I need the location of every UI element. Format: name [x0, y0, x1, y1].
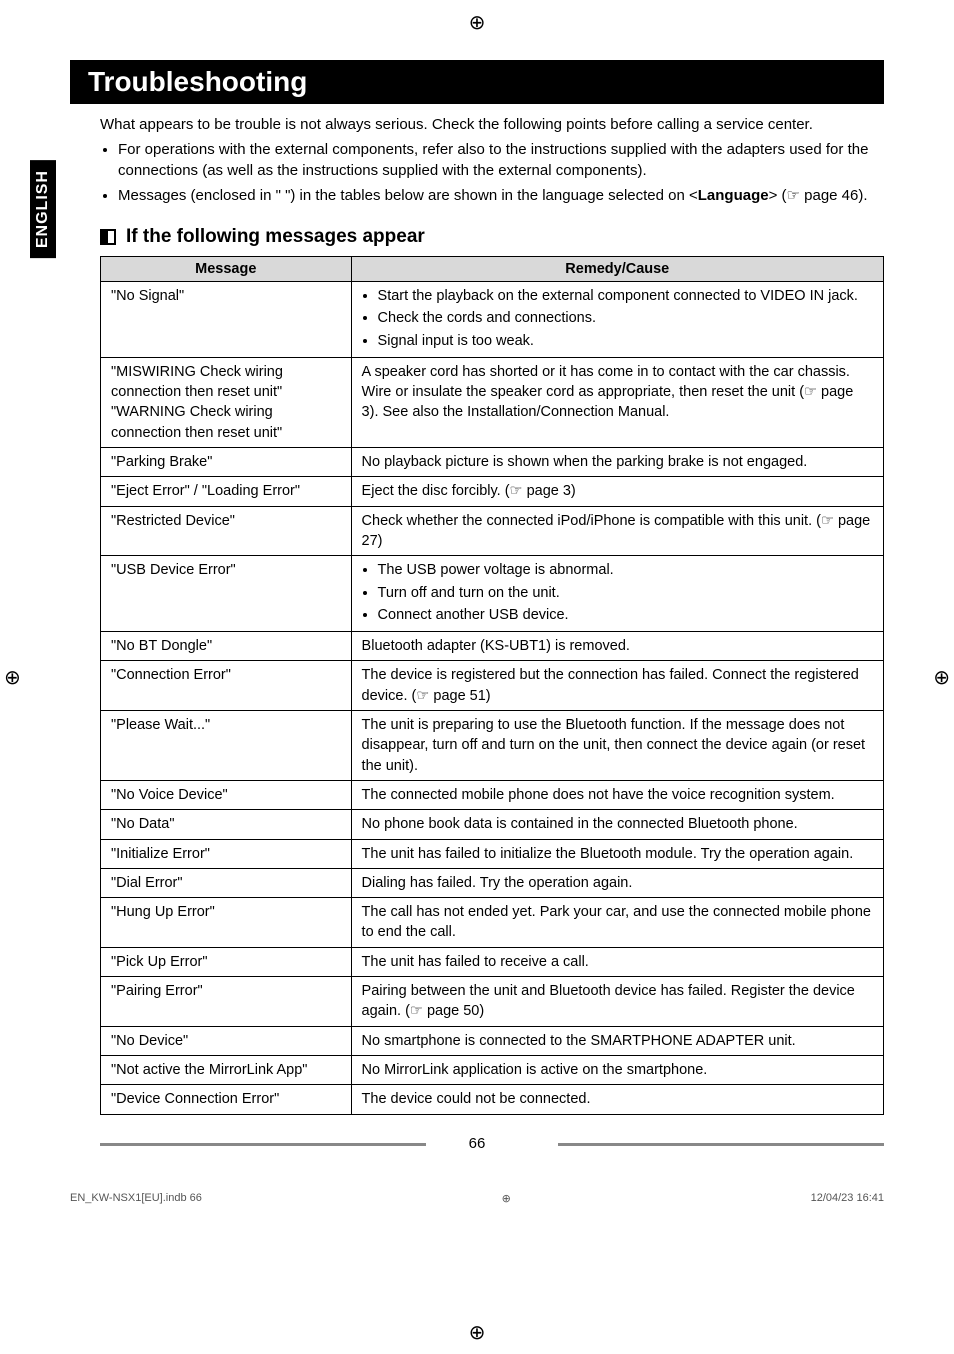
subhead-text: If the following messages appear [126, 226, 425, 248]
message-cell: "Initialize Error" [101, 839, 352, 868]
page-content: ENGLISH Troubleshooting What appears to … [0, 0, 954, 1182]
subsection-heading: If the following messages appear [100, 226, 884, 248]
table-row: "Pick Up Error"The unit has failed to re… [101, 947, 884, 976]
remedy-cell: Dialing has failed. Try the operation ag… [351, 868, 883, 897]
message-cell: "No Device" [101, 1026, 352, 1055]
print-footer: EN_KW-NSX1[EU].indb 66 ⊕ 12/04/23 16:41 [0, 1182, 954, 1225]
square-bullet-icon [100, 229, 116, 245]
remedy-cell: The device could not be connected. [351, 1085, 883, 1114]
message-cell: "No Voice Device" [101, 780, 352, 809]
section-title: Troubleshooting [70, 60, 884, 104]
remedy-cell: Eject the disc forcibly. (☞ page 3) [351, 477, 883, 506]
remedy-cell: Start the playback on the external compo… [351, 282, 883, 358]
column-header-remedy: Remedy/Cause [351, 257, 883, 282]
remedy-cell: The unit is preparing to use the Bluetoo… [351, 711, 883, 781]
intro-block: What appears to be trouble is not always… [100, 114, 884, 206]
footer-timestamp: 12/04/23 16:41 [811, 1192, 884, 1205]
remedy-cell: The unit has failed to receive a call. [351, 947, 883, 976]
message-cell: "No BT Dongle" [101, 632, 352, 661]
table-row: "USB Device Error"The USB power voltage … [101, 556, 884, 632]
table-row: "No BT Dongle"Bluetooth adapter (KS-UBT1… [101, 632, 884, 661]
remedy-bullet: Check the cords and connections. [378, 308, 873, 328]
table-row: "No Device"No smartphone is connected to… [101, 1026, 884, 1055]
intro-bullet: For operations with the external compone… [118, 139, 884, 181]
remedy-bullet: Turn off and turn on the unit. [378, 583, 873, 603]
page-number-text: 66 [457, 1135, 498, 1152]
table-row: "Eject Error" / "Loading Error"Eject the… [101, 477, 884, 506]
remedy-cell: No MirrorLink application is active on t… [351, 1055, 883, 1084]
remedy-cell: The call has not ended yet. Park your ca… [351, 898, 883, 948]
intro-bullet: Messages (enclosed in " ") in the tables… [118, 185, 884, 206]
message-cell: "No Signal" [101, 282, 352, 358]
message-cell: "Eject Error" / "Loading Error" [101, 477, 352, 506]
page-number: 66 [70, 1135, 884, 1152]
table-row: "Pairing Error"Pairing between the unit … [101, 977, 884, 1027]
table-row: "Device Connection Error"The device coul… [101, 1085, 884, 1114]
remedy-bullet: Start the playback on the external compo… [378, 286, 873, 306]
intro-bullet-list: For operations with the external compone… [100, 139, 884, 206]
column-header-message: Message [101, 257, 352, 282]
message-cell: "Connection Error" [101, 661, 352, 711]
remedy-cell: The device is registered but the connect… [351, 661, 883, 711]
message-cell: "Hung Up Error" [101, 898, 352, 948]
remedy-cell: Check whether the connected iPod/iPhone … [351, 506, 883, 556]
table-row: "Dial Error"Dialing has failed. Try the … [101, 868, 884, 897]
remedy-cell: No phone book data is contained in the c… [351, 810, 883, 839]
footer-filename: EN_KW-NSX1[EU].indb 66 [70, 1192, 202, 1205]
remedy-cell: No smartphone is connected to the SMARTP… [351, 1026, 883, 1055]
table-row: "Restricted Device"Check whether the con… [101, 506, 884, 556]
table-row: "No Voice Device"The connected mobile ph… [101, 780, 884, 809]
message-cell: "Pick Up Error" [101, 947, 352, 976]
message-cell: "MISWIRING Check wiring connection then … [101, 357, 352, 447]
remedy-bullet: The USB power voltage is abnormal. [378, 560, 873, 580]
remedy-bullet: Signal input is too weak. [378, 331, 873, 351]
remedy-cell: Pairing between the unit and Bluetooth d… [351, 977, 883, 1027]
table-row: "Connection Error"The device is register… [101, 661, 884, 711]
remedy-cell: The connected mobile phone does not have… [351, 780, 883, 809]
message-cell: "Dial Error" [101, 868, 352, 897]
message-cell: "Pairing Error" [101, 977, 352, 1027]
table-row: "MISWIRING Check wiring connection then … [101, 357, 884, 447]
table-row: "Not active the MirrorLink App"No Mirror… [101, 1055, 884, 1084]
message-cell: "Device Connection Error" [101, 1085, 352, 1114]
remedy-cell: The unit has failed to initialize the Bl… [351, 839, 883, 868]
table-body: "No Signal" Start the playback on the ext… [101, 282, 884, 1115]
troubleshooting-table: Message Remedy/Cause "No Signal" Start th… [100, 256, 884, 1115]
language-tab: ENGLISH [30, 160, 56, 258]
message-cell: "Please Wait..." [101, 711, 352, 781]
message-cell: "USB Device Error" [101, 556, 352, 632]
intro-lead: What appears to be trouble is not always… [100, 114, 884, 135]
remedy-cell: No playback picture is shown when the pa… [351, 448, 883, 477]
footer-regmark: ⊕ [502, 1192, 511, 1205]
message-cell: "Restricted Device" [101, 506, 352, 556]
remedy-bullet: Connect another USB device. [378, 605, 873, 625]
remedy-cell: Bluetooth adapter (KS-UBT1) is removed. [351, 632, 883, 661]
table-row: "No Data"No phone book data is contained… [101, 810, 884, 839]
registration-mark-bottom: ⊕ [469, 1320, 486, 1344]
table-row: "Please Wait..."The unit is preparing to… [101, 711, 884, 781]
remedy-cell: The USB power voltage is abnormal. Turn o… [351, 556, 883, 632]
message-cell: "No Data" [101, 810, 352, 839]
message-cell: "Not active the MirrorLink App" [101, 1055, 352, 1084]
table-row: "No Signal" Start the playback on the ext… [101, 282, 884, 358]
table-row: "Parking Brake"No playback picture is sh… [101, 448, 884, 477]
remedy-cell: A speaker cord has shorted or it has com… [351, 357, 883, 447]
table-row: "Initialize Error"The unit has failed to… [101, 839, 884, 868]
table-row: "Hung Up Error"The call has not ended ye… [101, 898, 884, 948]
message-cell: "Parking Brake" [101, 448, 352, 477]
